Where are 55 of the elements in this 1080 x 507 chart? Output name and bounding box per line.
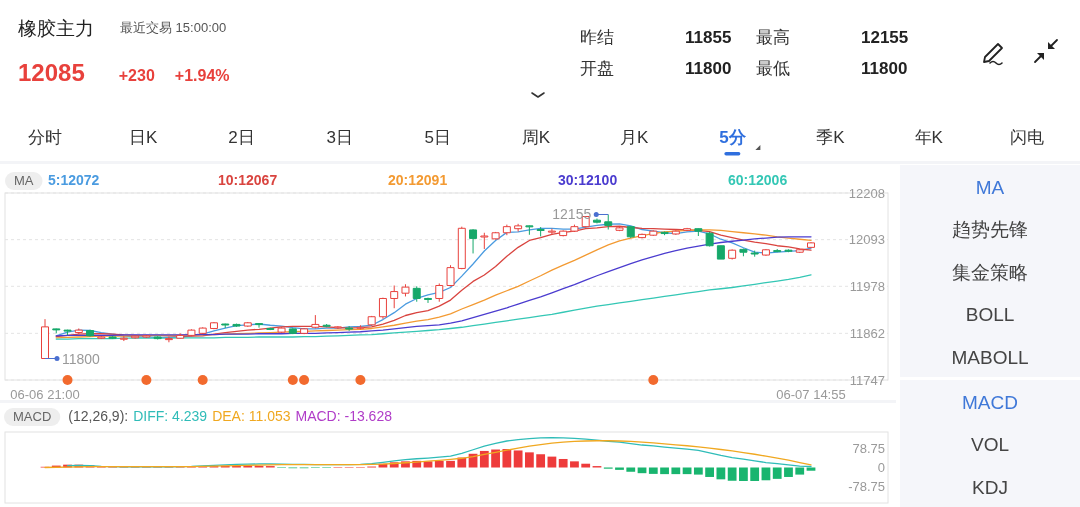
chart-subtitle: (12,26,9):: [68, 408, 129, 424]
category-label: 3日: [326, 128, 353, 147]
text: 5:12072: [48, 172, 100, 188]
annotation: 12155: [552, 206, 592, 223]
category-label: 最低: [756, 59, 790, 78]
category-label: 分时: [28, 128, 63, 147]
text: 20:12091: [388, 172, 448, 188]
text: 60:12006: [728, 172, 788, 188]
y-tick-label: 0: [877, 460, 885, 475]
text: 10:12067: [218, 172, 278, 188]
text: 12155: [861, 28, 909, 47]
y-tick-label: 11978: [849, 278, 885, 294]
category-label: 2日: [228, 128, 255, 147]
category-label: KDJ: [972, 476, 1008, 498]
category-label: MACD: [962, 391, 1018, 413]
category-label: 5分: [719, 128, 747, 147]
category-label: 最高: [756, 28, 790, 47]
category-label: 集金策略: [952, 261, 1028, 283]
category-label: BOLL: [965, 304, 1015, 325]
x-tick-label: 06-07 14:55: [776, 387, 846, 402]
category-label: 日K: [129, 128, 159, 147]
y-tick-label: 78.75: [852, 441, 885, 457]
y-tick-label: 12093: [848, 232, 885, 248]
text: 橡胶主力: [18, 18, 94, 39]
x-tick-label: 06-06 21:00: [10, 387, 80, 402]
text: +1.94%: [174, 67, 230, 84]
category-label: 月K: [620, 128, 650, 147]
y-tick-label: 11747: [849, 372, 885, 388]
legend-title: MA: [14, 173, 34, 188]
category-label: 5日: [424, 128, 452, 147]
text: 12085: [18, 59, 85, 86]
y-tick-label: 12208: [848, 185, 885, 201]
category-label: MA: [975, 176, 1005, 198]
legend-title: MACD: [13, 409, 52, 424]
text: 11800: [861, 59, 908, 78]
text: 11855: [685, 28, 732, 47]
annotation: 11800: [62, 350, 101, 367]
category-label: VOL: [970, 434, 1010, 455]
category-label: 季K: [816, 128, 846, 147]
category-label: 闪电: [1009, 128, 1044, 147]
category-label: 周K: [521, 128, 551, 147]
text: DIFF: 4.239: [133, 408, 208, 424]
text: 11800: [685, 59, 732, 78]
category-label: 昨结: [580, 28, 614, 47]
category-label: 开盘: [580, 59, 614, 78]
category-label: MABOLL: [951, 346, 1029, 368]
text: +230: [118, 67, 155, 84]
y-tick-label: 11862: [849, 325, 885, 341]
y-tick-label: -78.75: [848, 478, 885, 494]
category-label: 年K: [914, 128, 944, 147]
category-label: 趋势先锋: [952, 219, 1028, 240]
text: MACD: -13.628: [295, 408, 393, 424]
text: DEA: 11.053: [212, 408, 291, 424]
text: 最近交易 15:00:00: [120, 20, 227, 35]
text: 30:12100: [558, 172, 618, 188]
